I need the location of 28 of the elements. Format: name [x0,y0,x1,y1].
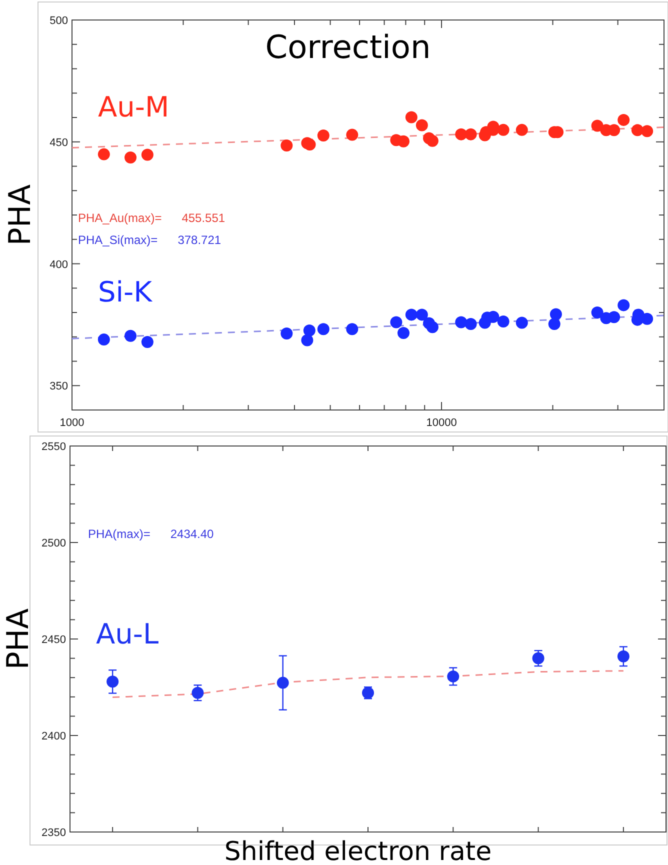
y-axis-title: PHA [1,608,36,670]
point [106,676,119,688]
y-tick-label: 350 [50,380,68,393]
x-tick-label: 1000 [60,417,84,429]
point [447,670,460,682]
annotation: PHA_Au(max)= 455.551 [78,211,226,225]
point [192,686,204,699]
point [276,676,289,689]
y-tick-label: 2400 [42,730,66,742]
y-tick-label: 450 [50,136,68,149]
x-tick-label: 10000 [426,417,457,429]
point [617,650,630,662]
y-tick-label: 2450 [42,634,66,646]
line-series [112,670,624,698]
y-tick-label: 2500 [42,538,66,550]
series-label: Si-K [98,276,153,309]
point [532,652,544,664]
y-axis-title: PHA [3,184,38,246]
y-tick-label: 2550 [42,441,66,453]
y-tick-label: 500 [50,15,68,27]
annotation: PHA(max)= 2434.40 [88,527,214,541]
annotation: PHA_Si(max)= 378.721 [78,233,222,247]
y-tick-label: 2350 [42,827,66,839]
x-axis-title: Shifted electron rate [224,837,492,865]
y-tick-label: 400 [50,258,68,271]
series-label: Au-M [98,90,170,124]
chart-title: Correction [265,28,431,66]
series-label: Au-L [96,618,160,651]
